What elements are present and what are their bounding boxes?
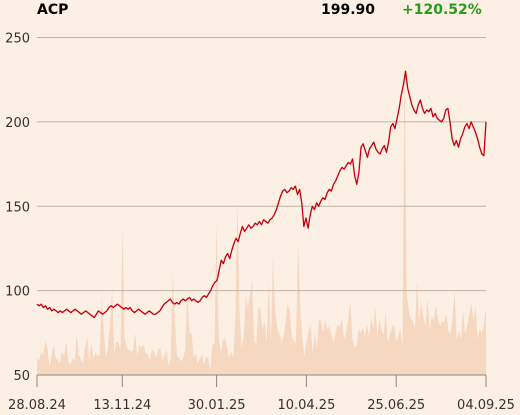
y-tick-label-100: 100 <box>5 285 30 300</box>
price-line <box>36 70 487 319</box>
x-tick-label-13.11.24: 13.11.24 <box>93 398 151 413</box>
last-price: 199.90 <box>321 2 376 18</box>
x-tick-label-30.01.25: 30.01.25 <box>188 398 246 413</box>
x-tick-label-10.04.25: 10.04.25 <box>277 398 335 413</box>
volume-area <box>37 54 486 375</box>
y-tick-label-150: 150 <box>5 200 30 215</box>
stock-symbol: ACP <box>37 2 69 18</box>
percent-change: +120.52% <box>402 2 482 18</box>
y-tick-label-200: 200 <box>5 116 30 131</box>
y-tick-label-250: 250 <box>5 32 30 47</box>
x-tick-label-25.06.25: 25.06.25 <box>367 398 425 413</box>
y-tick-label-50: 50 <box>13 369 30 384</box>
x-tick-label-28.08.24: 28.08.24 <box>8 398 66 413</box>
x-tick-label-04.09.25: 04.09.25 <box>457 398 515 413</box>
